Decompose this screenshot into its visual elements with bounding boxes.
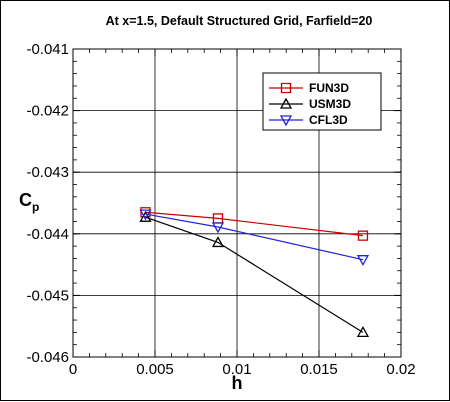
legend-label-cfl3d: CFL3D: [309, 113, 348, 127]
legend-label-usm3d: USM3D: [309, 97, 351, 111]
x-tick-label: 0.02: [386, 361, 415, 378]
data-point-usm3d: [356, 326, 370, 338]
x-tick-labels: 0 0.005 0.01 0.015 0.02: [69, 361, 416, 378]
data-point-cfl3d: [356, 255, 370, 267]
y-tick-label: -0.046: [26, 349, 69, 366]
y-tick-labels: -0.046 -0.045 -0.044 -0.043 -0.042 -0.041: [26, 41, 69, 366]
x-tick-label: 0: [69, 361, 77, 378]
y-tick-label: -0.041: [26, 41, 69, 58]
legend: FUN3D USM3D CFL3D: [262, 72, 382, 131]
y-axis-label-main: C: [19, 190, 32, 210]
x-axis-label: h: [232, 373, 243, 393]
data-point-fun3d: [357, 230, 369, 241]
y-tick-label: -0.044: [26, 226, 69, 243]
y-tick-label: -0.043: [26, 164, 69, 181]
legend-marker-fun3d: [280, 82, 292, 94]
data-point-cfl3d: [211, 222, 225, 234]
y-tick-label: -0.045: [26, 287, 69, 304]
series-cfl3d: [139, 209, 370, 267]
legend-item-usm3d: USM3D: [269, 97, 351, 111]
x-tick-label: 0.015: [300, 361, 338, 378]
legend-item-cfl3d: CFL3D: [269, 113, 348, 127]
series-line-fun3d: [145, 211, 364, 237]
x-tick-label: 0.005: [136, 361, 174, 378]
legend-marker-cfl3d: [279, 115, 293, 127]
data-point-usm3d: [211, 236, 225, 248]
legend-item-fun3d: FUN3D: [269, 81, 349, 95]
legend-label-fun3d: FUN3D: [309, 81, 349, 95]
plot-area: [72, 48, 402, 358]
series-line-usm3d: [145, 216, 364, 333]
chart-title: At x=1.5, Default Structured Grid, Farfi…: [106, 14, 373, 28]
series-line-cfl3d: [145, 213, 364, 261]
y-axis-label: Cp: [19, 190, 39, 214]
y-axis-label-sub: p: [32, 200, 39, 214]
legend-marker-usm3d: [279, 97, 293, 109]
y-tick-label: -0.042: [26, 103, 69, 120]
series-usm3d: [139, 210, 370, 338]
x-tick-label: 0.01: [222, 361, 251, 378]
data-point-cfl3d: [139, 209, 152, 221]
data-point-usm3d: [139, 210, 152, 222]
data-series: [139, 207, 370, 338]
